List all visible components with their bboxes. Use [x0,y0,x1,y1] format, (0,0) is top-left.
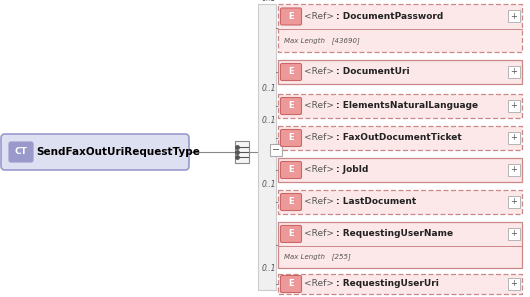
FancyBboxPatch shape [508,10,520,23]
Text: E: E [288,133,294,143]
FancyBboxPatch shape [280,194,302,211]
FancyBboxPatch shape [508,278,520,290]
Text: : DocumentUri: : DocumentUri [336,67,410,77]
Text: : ElementsNaturalLanguage: : ElementsNaturalLanguage [336,102,478,110]
Text: −: − [272,145,280,155]
FancyBboxPatch shape [235,141,249,163]
Text: Max Length   [255]: Max Length [255] [284,254,351,260]
FancyBboxPatch shape [508,228,520,240]
Text: <Ref>: <Ref> [304,12,334,21]
Text: +: + [510,12,517,21]
FancyBboxPatch shape [508,164,520,176]
Text: +: + [510,165,517,175]
Text: E: E [288,102,294,110]
FancyBboxPatch shape [508,66,520,78]
Text: +: + [510,102,517,110]
Text: <Ref>: <Ref> [304,279,334,288]
FancyBboxPatch shape [508,132,520,144]
Text: : RequestingUserUri: : RequestingUserUri [336,279,439,288]
FancyBboxPatch shape [278,274,522,294]
FancyBboxPatch shape [278,222,522,268]
Text: <Ref>: <Ref> [304,198,334,206]
Text: +: + [510,133,517,143]
Text: E: E [288,230,294,238]
FancyBboxPatch shape [278,60,522,84]
Text: <Ref>: <Ref> [304,67,334,77]
Text: <Ref>: <Ref> [304,102,334,110]
FancyBboxPatch shape [278,126,522,150]
FancyBboxPatch shape [280,276,302,293]
Text: : JobId: : JobId [336,165,368,175]
FancyBboxPatch shape [280,64,302,80]
Text: 0..1: 0..1 [261,180,276,189]
FancyBboxPatch shape [1,134,189,170]
FancyBboxPatch shape [280,225,302,242]
Text: 0..1: 0..1 [261,116,276,125]
FancyBboxPatch shape [278,158,522,182]
Text: <Ref>: <Ref> [304,230,334,238]
Text: E: E [288,67,294,77]
Text: : FaxOutDocumentTicket: : FaxOutDocumentTicket [336,133,462,143]
Text: 0..1: 0..1 [261,0,276,3]
FancyBboxPatch shape [258,4,276,290]
Text: : DocumentPassword: : DocumentPassword [336,12,443,21]
FancyBboxPatch shape [280,162,302,178]
Text: E: E [288,198,294,206]
Text: : LastDocument: : LastDocument [336,198,416,206]
FancyBboxPatch shape [508,100,520,112]
Text: E: E [288,279,294,288]
Text: +: + [510,67,517,77]
Text: SendFaxOutUriRequestType: SendFaxOutUriRequestType [36,147,200,157]
FancyBboxPatch shape [270,144,282,156]
Text: <Ref>: <Ref> [304,133,334,143]
Text: +: + [510,198,517,206]
Text: <Ref>: <Ref> [304,165,334,175]
Text: E: E [288,12,294,21]
FancyBboxPatch shape [278,94,522,118]
Text: +: + [510,230,517,238]
FancyBboxPatch shape [508,196,520,208]
Text: E: E [288,165,294,175]
FancyBboxPatch shape [9,142,33,162]
Text: 0..1: 0..1 [261,84,276,93]
FancyBboxPatch shape [278,190,522,214]
Text: : RequestingUserName: : RequestingUserName [336,230,453,238]
Text: Max Length   [43690]: Max Length [43690] [284,37,360,44]
FancyBboxPatch shape [280,8,302,25]
FancyBboxPatch shape [280,129,302,146]
FancyBboxPatch shape [278,4,522,52]
Text: +: + [510,279,517,288]
FancyBboxPatch shape [280,97,302,115]
Text: CT: CT [14,148,28,157]
Text: 0..1: 0..1 [261,264,276,273]
